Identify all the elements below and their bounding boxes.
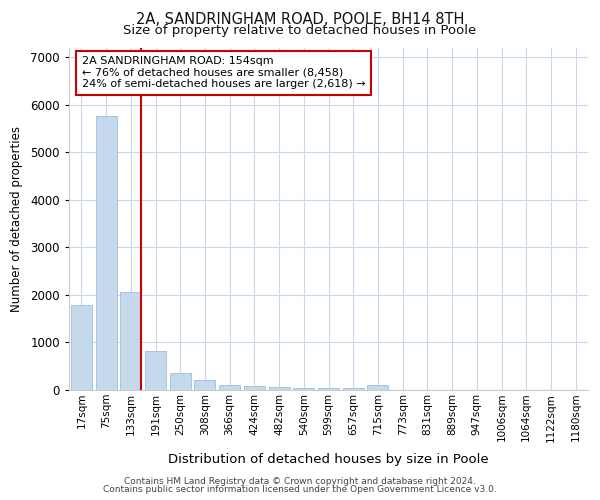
Bar xyxy=(71,306,92,390)
Bar xyxy=(269,387,290,390)
X-axis label: Distribution of detached houses by size in Poole: Distribution of detached houses by size … xyxy=(168,452,489,466)
Bar xyxy=(318,388,339,390)
Y-axis label: Number of detached properties: Number of detached properties xyxy=(10,126,23,312)
Text: 2A SANDRINGHAM ROAD: 154sqm
← 76% of detached houses are smaller (8,458)
24% of : 2A SANDRINGHAM ROAD: 154sqm ← 76% of det… xyxy=(82,56,365,90)
Bar xyxy=(194,380,215,390)
Bar xyxy=(343,388,364,390)
Bar xyxy=(170,372,191,390)
Text: Size of property relative to detached houses in Poole: Size of property relative to detached ho… xyxy=(124,24,476,37)
Text: Contains HM Land Registry data © Crown copyright and database right 2024.: Contains HM Land Registry data © Crown c… xyxy=(124,477,476,486)
Bar xyxy=(293,388,314,390)
Bar xyxy=(244,386,265,390)
Bar xyxy=(120,292,141,390)
Text: 2A, SANDRINGHAM ROAD, POOLE, BH14 8TH: 2A, SANDRINGHAM ROAD, POOLE, BH14 8TH xyxy=(136,12,464,28)
Bar xyxy=(95,116,116,390)
Text: Contains public sector information licensed under the Open Government Licence v3: Contains public sector information licen… xyxy=(103,485,497,494)
Bar xyxy=(367,386,388,390)
Bar xyxy=(219,384,240,390)
Bar xyxy=(145,351,166,390)
